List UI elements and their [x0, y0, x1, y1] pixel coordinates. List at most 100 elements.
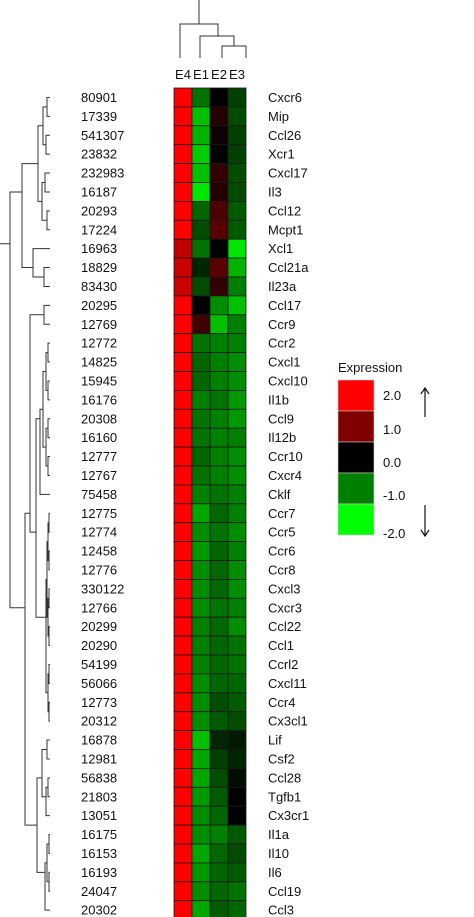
- heatmap-cell: [209, 276, 229, 297]
- row-id-label: 12458: [81, 544, 117, 559]
- row-id-label: 18829: [81, 260, 117, 275]
- heatmap-cell: [173, 238, 193, 259]
- heatmap-cell: [209, 295, 229, 316]
- heatmap-cell: [191, 257, 211, 278]
- heatmap-cell: [191, 635, 211, 656]
- heatmap-cell: [173, 503, 193, 524]
- heatmap-cell: [227, 730, 247, 750]
- row-id-label: 16175: [81, 827, 117, 842]
- heatmap-cell: [191, 768, 211, 788]
- heatmap-cells: [173, 87, 247, 917]
- heatmap-cell: [209, 200, 229, 221]
- row-dendrogram-branch: [41, 749, 47, 798]
- row-dendrogram-branch: [48, 663, 50, 684]
- heatmap-cell: [173, 900, 193, 917]
- row-gene-label: Il6: [268, 865, 282, 880]
- heatmap-cell: [227, 200, 247, 221]
- heatmap-cell: [191, 484, 211, 505]
- row-gene-label: Cxcl1: [268, 355, 301, 370]
- row-gene-label: Cxcl11: [268, 676, 307, 691]
- legend-swatch: [337, 503, 375, 536]
- heatmap-cell: [173, 144, 193, 164]
- heatmap-cell: [227, 371, 247, 391]
- heatmap-cell: [209, 692, 229, 713]
- heatmap-cell: [173, 408, 193, 429]
- row-gene-label: Ccr5: [268, 525, 295, 540]
- heatmap-cell: [227, 654, 247, 675]
- legend-tick-label: 0.0: [383, 455, 401, 470]
- column-label: E2: [211, 67, 227, 82]
- heatmap-cell: [209, 786, 229, 807]
- heatmap-cell: [173, 522, 193, 543]
- heatmap-cell: [227, 616, 247, 637]
- heatmap-cell: [191, 295, 211, 316]
- heatmap-cell: [173, 560, 193, 580]
- heatmap-cell: [227, 446, 247, 467]
- row-dendrogram-branch: [21, 163, 38, 269]
- up-arrow-icon: [420, 386, 430, 417]
- heatmap-cell: [227, 881, 247, 902]
- row-id-label: 16193: [81, 865, 117, 880]
- row-dendrogram-branch: [45, 786, 50, 817]
- row-dendrogram-branch: [43, 304, 50, 325]
- heatmap-cell: [173, 257, 193, 278]
- row-id-label: 20293: [81, 203, 117, 218]
- row-id-label: 16176: [81, 392, 117, 407]
- heatmap-cell: [191, 711, 211, 732]
- heatmap-cell: [227, 125, 247, 146]
- heatmap-cell: [173, 163, 193, 183]
- row-gene-label: Mcpt1: [268, 222, 303, 237]
- legend-tick-label: -1.0: [383, 488, 405, 503]
- heatmap-cell: [173, 541, 193, 561]
- row-dendrogram-branch: [45, 578, 48, 694]
- row-dendrogram-branch: [46, 96, 50, 117]
- column-dendrogram-branch: [179, 0, 247, 58]
- legend-title: Expression: [338, 360, 402, 375]
- heatmap-cell: [227, 182, 247, 202]
- row-gene-label: Cxcr3: [268, 600, 302, 615]
- heatmap-cell: [191, 314, 211, 335]
- row-gene-label: Tgfb1: [268, 789, 301, 804]
- row-dendrogram-branch: [36, 777, 45, 873]
- heatmap-cell: [191, 427, 211, 448]
- heatmap-cell: [209, 862, 229, 883]
- heatmap-cell: [191, 125, 211, 146]
- heatmap-cell: [209, 843, 229, 864]
- heatmap-cell: [173, 106, 193, 127]
- heatmap-cell: [173, 805, 193, 826]
- heatmap-cell: [227, 219, 247, 240]
- heatmap-cell: [209, 673, 229, 694]
- heatmap-cell: [173, 125, 193, 146]
- row-gene-label: Ccr8: [268, 562, 295, 577]
- heatmap-cell: [173, 654, 193, 675]
- row-dendrogram-branch: [44, 172, 50, 193]
- heatmap-cell: [209, 711, 229, 732]
- row-dendrogram-branch: [48, 512, 50, 533]
- heatmap-cell: [173, 597, 193, 618]
- row-id-label: 16963: [81, 241, 117, 256]
- row-dendrogram-branch: [47, 380, 50, 401]
- heatmap-cell: [227, 389, 247, 410]
- heatmap-cell: [209, 484, 229, 505]
- row-gene-label: Ccl9: [268, 411, 294, 426]
- heatmap-cell: [227, 692, 247, 713]
- heatmap-cell: [209, 144, 229, 164]
- heatmap-cell: [191, 408, 211, 429]
- heatmap-cell: [191, 843, 211, 864]
- heatmap-cell: [227, 711, 247, 732]
- row-gene-label: Il10: [268, 846, 289, 861]
- heatmap-cell: [209, 427, 229, 448]
- row-dendrogram-branch: [47, 777, 50, 798]
- heatmap-cell: [173, 465, 193, 486]
- row-gene-label: Il3: [268, 184, 282, 199]
- row-gene-label: Cx3cl1: [268, 714, 308, 729]
- legend-swatches: [337, 379, 375, 536]
- heatmap-cell: [209, 824, 229, 845]
- heatmap-cell: [227, 314, 247, 335]
- down-arrow-icon: [420, 505, 430, 538]
- heatmap-cell: [227, 257, 247, 278]
- row-gene-label: Ccr2: [268, 336, 295, 351]
- row-dendrogram-branch: [48, 626, 50, 647]
- row-dendrogram-branch: [48, 701, 50, 722]
- heatmap-cell: [173, 786, 193, 807]
